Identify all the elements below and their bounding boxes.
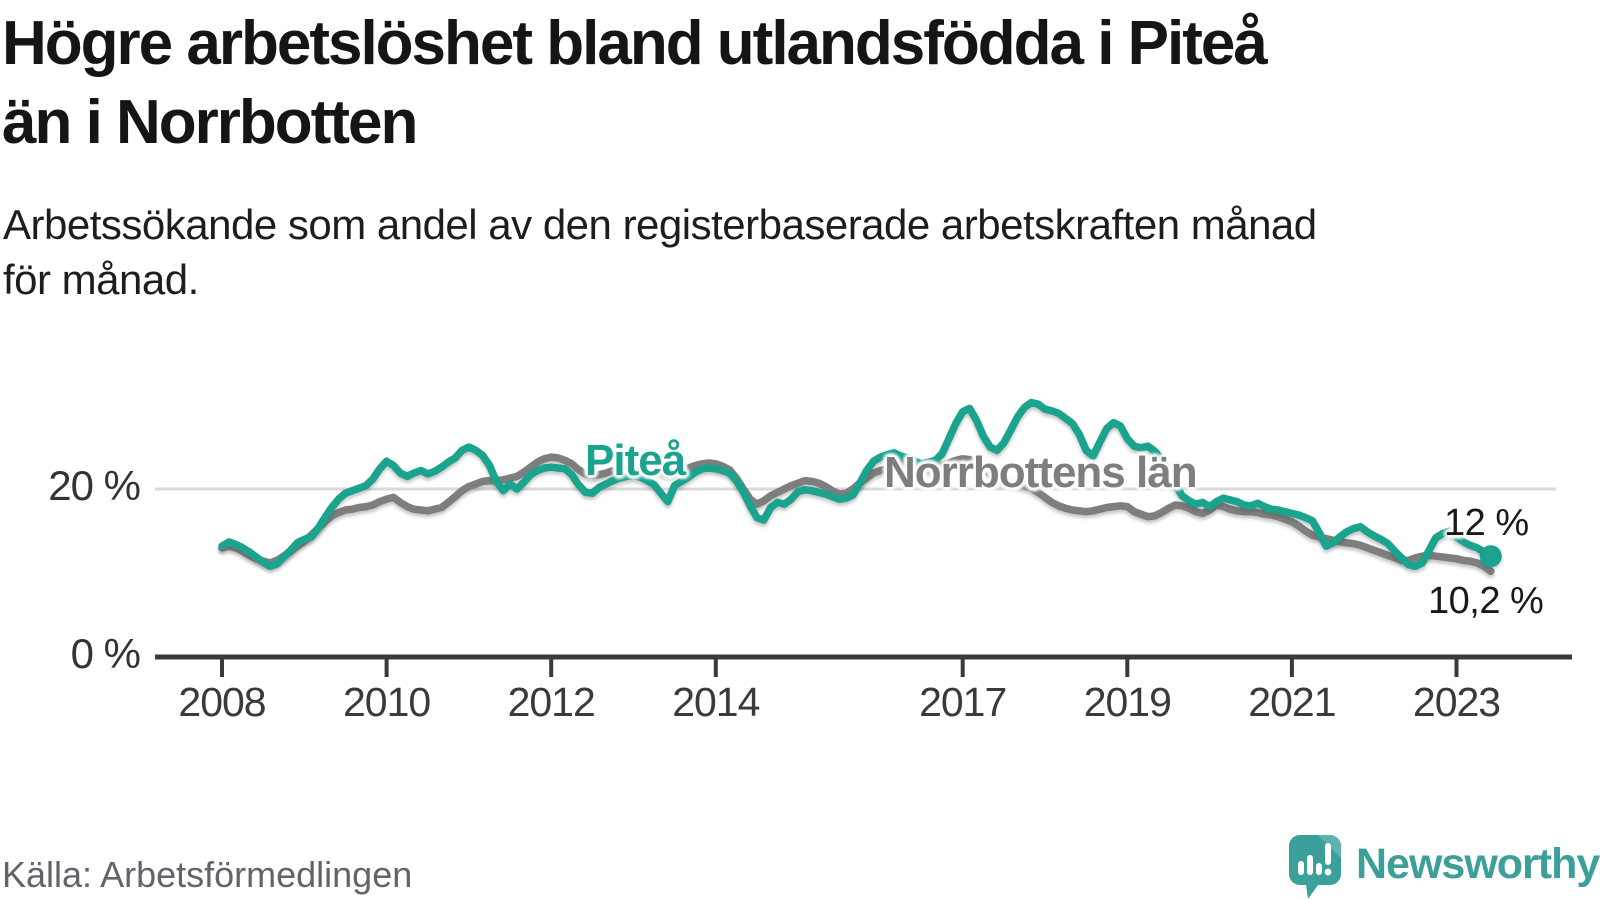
end-value-label-norrbotten: 10,2 % [1428, 580, 1544, 622]
x-tick-2008 [220, 657, 224, 677]
x-tick-2017 [960, 657, 965, 677]
x-tick-label-2014: 2014 [672, 679, 759, 725]
series-label-pitea: Piteå [585, 436, 686, 485]
series-end-dot-pitea [1479, 545, 1502, 568]
x-tick-2021 [1289, 657, 1294, 677]
x-tick-2010 [384, 657, 389, 677]
x-tick-label-2023: 2023 [1413, 679, 1500, 725]
x-tick-label-2017: 2017 [919, 679, 1006, 725]
x-tick-label-2021: 2021 [1248, 679, 1335, 725]
newsworthy-wordmark: Newsworthy [1356, 840, 1600, 888]
series-line-pitea [218, 398, 1495, 571]
chart-title-line1: Högre arbetslöshet bland utlandsfödda i … [2, 9, 1268, 78]
x-tick-label-2010: 2010 [343, 679, 430, 725]
chart-title-line2: än i Norrbotten [2, 88, 418, 158]
x-tick-2019 [1125, 657, 1130, 677]
x-tick-label-2019: 2019 [1084, 679, 1171, 725]
chart-subtitle: Arbetssökande som andel av den registerb… [3, 198, 1563, 307]
series-label-norrbotten: Norrbottens län [884, 448, 1198, 497]
newsworthy-logo-icon [1289, 835, 1341, 899]
x-tick-label-2012: 2012 [508, 679, 595, 725]
chart-subtitle-line1: Arbetssökande som andel av den registerb… [3, 201, 1317, 248]
x-tick-label-2008: 2008 [178, 679, 265, 725]
chart-title: Högre arbetslöshet bland utlandsfödda i … [2, 4, 1572, 163]
y-axis-label-20: 20 % [48, 462, 141, 509]
y-axis-label-0: 0 % [70, 630, 141, 677]
chart-subtitle-line2: för månad. [3, 255, 199, 303]
source-note: Källa: Arbetsförmedlingen [2, 854, 413, 895]
newsworthy-logo: Newsworthy [1288, 834, 1600, 900]
x-tick-2023 [1454, 657, 1459, 677]
x-axis [155, 654, 1572, 660]
x-tick-2014 [713, 657, 718, 677]
end-value-label-pitea: 12 % [1444, 502, 1529, 544]
x-tick-2012 [549, 657, 554, 677]
